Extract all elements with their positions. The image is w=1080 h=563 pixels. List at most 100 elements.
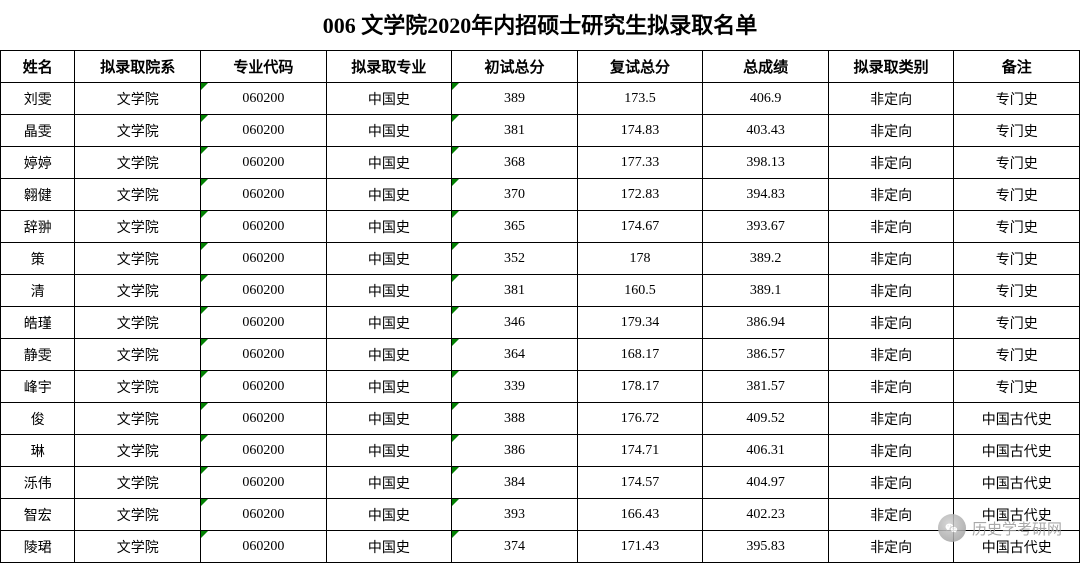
cell-note: 专门史 [954, 339, 1080, 371]
cell-total: 403.43 [703, 115, 829, 147]
cell-s1: 346 [452, 307, 578, 339]
col-header-dept: 拟录取院系 [75, 51, 201, 83]
cell-total: 406.31 [703, 435, 829, 467]
cell-code: 060200 [201, 339, 327, 371]
cell-major: 中国史 [326, 467, 452, 499]
cell-s1: 368 [452, 147, 578, 179]
cell-code: 060200 [201, 275, 327, 307]
cell-s2: 174.57 [577, 467, 703, 499]
cell-total: 409.52 [703, 403, 829, 435]
cell-code: 060200 [201, 211, 327, 243]
col-header-name: 姓名 [1, 51, 75, 83]
table-row: 智宏文学院060200中国史393166.43402.23非定向中国古代史 [1, 499, 1080, 531]
cell-code: 060200 [201, 179, 327, 211]
table-row: 泺伟文学院060200中国史384174.57404.97非定向中国古代史 [1, 467, 1080, 499]
cell-dept: 文学院 [75, 307, 201, 339]
cell-note: 专门史 [954, 243, 1080, 275]
cell-dept: 文学院 [75, 179, 201, 211]
cell-major: 中国史 [326, 211, 452, 243]
cell-total: 381.57 [703, 371, 829, 403]
cell-s2: 160.5 [577, 275, 703, 307]
cell-major: 中国史 [326, 243, 452, 275]
col-header-note: 备注 [954, 51, 1080, 83]
table-row: 皓瑾文学院060200中国史346179.34386.94非定向专门史 [1, 307, 1080, 339]
cell-s2: 171.43 [577, 531, 703, 563]
cell-type: 非定向 [828, 531, 954, 563]
cell-major: 中国史 [326, 275, 452, 307]
table-row: 琳文学院060200中国史386174.71406.31非定向中国古代史 [1, 435, 1080, 467]
cell-name: 晶雯 [1, 115, 75, 147]
cell-s2: 168.17 [577, 339, 703, 371]
cell-total: 394.83 [703, 179, 829, 211]
cell-total: 404.97 [703, 467, 829, 499]
cell-s2: 178 [577, 243, 703, 275]
cell-type: 非定向 [828, 435, 954, 467]
cell-s1: 370 [452, 179, 578, 211]
cell-s2: 174.67 [577, 211, 703, 243]
cell-s1: 384 [452, 467, 578, 499]
cell-note: 中国古代史 [954, 403, 1080, 435]
wechat-icon [938, 514, 966, 542]
cell-major: 中国史 [326, 499, 452, 531]
table-row: 婷婷文学院060200中国史368177.33398.13非定向专门史 [1, 147, 1080, 179]
watermark-text: 历史学考研网 [972, 518, 1062, 539]
cell-dept: 文学院 [75, 211, 201, 243]
cell-name: 刘雯 [1, 83, 75, 115]
cell-name: 辞翀 [1, 211, 75, 243]
cell-code: 060200 [201, 243, 327, 275]
cell-s2: 177.33 [577, 147, 703, 179]
cell-dept: 文学院 [75, 435, 201, 467]
table-row: 陵珺文学院060200中国史374171.43395.83非定向中国古代史 [1, 531, 1080, 563]
cell-name: 皓瑾 [1, 307, 75, 339]
cell-total: 393.67 [703, 211, 829, 243]
cell-type: 非定向 [828, 403, 954, 435]
cell-s2: 179.34 [577, 307, 703, 339]
cell-total: 386.57 [703, 339, 829, 371]
cell-dept: 文学院 [75, 467, 201, 499]
cell-dept: 文学院 [75, 275, 201, 307]
cell-s1: 339 [452, 371, 578, 403]
cell-major: 中国史 [326, 83, 452, 115]
cell-s2: 166.43 [577, 499, 703, 531]
table-row: 清文学院060200中国史381160.5389.1非定向专门史 [1, 275, 1080, 307]
cell-s2: 174.83 [577, 115, 703, 147]
cell-code: 060200 [201, 403, 327, 435]
cell-s1: 386 [452, 435, 578, 467]
cell-total: 395.83 [703, 531, 829, 563]
cell-s1: 364 [452, 339, 578, 371]
col-header-s1: 初试总分 [452, 51, 578, 83]
col-header-total: 总成绩 [703, 51, 829, 83]
cell-major: 中国史 [326, 435, 452, 467]
cell-note: 专门史 [954, 307, 1080, 339]
cell-note: 中国古代史 [954, 435, 1080, 467]
cell-dept: 文学院 [75, 499, 201, 531]
cell-dept: 文学院 [75, 147, 201, 179]
cell-note: 专门史 [954, 179, 1080, 211]
cell-s2: 174.71 [577, 435, 703, 467]
cell-name: 峰宇 [1, 371, 75, 403]
cell-code: 060200 [201, 307, 327, 339]
table-row: 晶雯文学院060200中国史381174.83403.43非定向专门史 [1, 115, 1080, 147]
cell-code: 060200 [201, 147, 327, 179]
cell-type: 非定向 [828, 243, 954, 275]
cell-code: 060200 [201, 531, 327, 563]
cell-type: 非定向 [828, 147, 954, 179]
cell-type: 非定向 [828, 371, 954, 403]
cell-code: 060200 [201, 115, 327, 147]
table-header-row: 姓名 拟录取院系 专业代码 拟录取专业 初试总分 复试总分 总成绩 拟录取类别 … [1, 51, 1080, 83]
cell-dept: 文学院 [75, 83, 201, 115]
table-row: 翱健文学院060200中国史370172.83394.83非定向专门史 [1, 179, 1080, 211]
cell-s1: 389 [452, 83, 578, 115]
cell-major: 中国史 [326, 339, 452, 371]
cell-code: 060200 [201, 371, 327, 403]
cell-s1: 381 [452, 275, 578, 307]
cell-type: 非定向 [828, 499, 954, 531]
col-header-major: 拟录取专业 [326, 51, 452, 83]
cell-s2: 173.5 [577, 83, 703, 115]
cell-code: 060200 [201, 499, 327, 531]
cell-total: 398.13 [703, 147, 829, 179]
cell-note: 专门史 [954, 115, 1080, 147]
page-title: 006 文学院2020年内招硕士研究生拟录取名单 [0, 0, 1080, 50]
table-row: 静雯文学院060200中国史364168.17386.57非定向专门史 [1, 339, 1080, 371]
cell-dept: 文学院 [75, 115, 201, 147]
